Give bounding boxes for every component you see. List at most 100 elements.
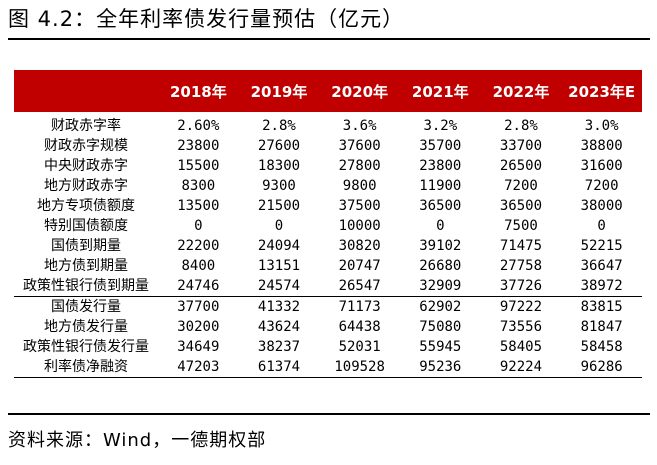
table-cell: 18300	[257, 158, 301, 174]
table-row: 政策性银行债发行量 34649 38237 52031 55945 58405 58458	[14, 337, 642, 357]
table-cell: 41332	[238, 296, 320, 317]
table-cell: 35700	[419, 138, 462, 154]
table-row: 利率债净融资 47203 61374 109528 95236 92224 96286	[14, 357, 642, 378]
table-cell: 2.8%	[262, 118, 296, 134]
table-cell: 109528	[319, 357, 400, 378]
table-cell: 30820	[338, 238, 381, 254]
table-cell: 10000	[338, 218, 381, 234]
table-cell: 83815	[561, 296, 642, 317]
row-label: 中央财政赤字	[44, 158, 128, 174]
table-row: 地方债发行量 30200 43624 64438 75080 73556 81847	[14, 317, 642, 337]
table-cell: 97222	[480, 296, 562, 317]
table-cell: 11900	[419, 178, 462, 194]
table-cell: 38972	[580, 278, 623, 294]
table-row: 国债到期量 22200 24094 30820 39102 71475 52215	[14, 236, 642, 256]
table-row: 财政赤字率 2.60% 2.8% 3.6% 3.2% 2.8% 3.0%	[14, 112, 642, 136]
table-cell: 81847	[580, 319, 623, 335]
table-cell: 64438	[338, 319, 381, 335]
table-cell: 32909	[419, 278, 462, 294]
table-row: 政策性银行债到期量 24746 24574 26547 32909 37726 38972	[14, 276, 642, 297]
table-cell: 23800	[177, 138, 220, 154]
table-cell: 9300	[262, 178, 296, 194]
table-cell: 7500	[504, 218, 538, 234]
table-cell: 55945	[419, 339, 462, 355]
table-cell: 24746	[177, 278, 220, 294]
row-label: 财政赤字率	[51, 118, 121, 134]
table-cell: 52031	[338, 339, 381, 355]
table-cell: 13500	[177, 198, 220, 214]
table-cell: 0	[194, 218, 203, 234]
header-cell: 2019年	[250, 82, 308, 101]
table-cell: 47203	[158, 357, 239, 378]
table-cell: 95236	[399, 357, 481, 378]
table-cell: 37700	[158, 296, 239, 317]
table-cell: 62902	[399, 296, 481, 317]
table-cell: 15500	[177, 158, 220, 174]
row-label: 政策性银行债到期量	[23, 278, 149, 294]
table-row: 国债发行量 37700 41332 71173 62902 97222 83815	[14, 296, 642, 317]
table-cell: 38800	[580, 138, 623, 154]
table-row: 地方专项债额度 13500 21500 37500 36500 36500 38000	[14, 196, 642, 216]
table-cell: 27758	[499, 258, 543, 274]
table-row: 地方财政赤字 8300 9300 9800 11900 7200 7200	[14, 176, 642, 196]
table-cell: 36500	[419, 198, 462, 214]
table-cell: 34649	[177, 339, 220, 355]
table-cell: 37500	[338, 198, 381, 214]
table-cell: 7200	[504, 178, 538, 194]
table-cell: 75080	[419, 319, 462, 335]
table-cell: 37600	[338, 138, 381, 154]
table-cell: 3.6%	[342, 118, 377, 134]
table-row: 特别国债额度 0 0 10000 0 7500 0	[14, 216, 642, 236]
row-label: 地方债发行量	[44, 319, 128, 335]
table-cell: 43624	[257, 319, 301, 335]
table-row: 财政赤字规模 23800 27600 37600 35700 33700 38800	[14, 136, 642, 156]
figure-title: 图 4.2：全年利率债发行量预估（亿元）	[8, 7, 405, 31]
source-note: 资料来源：Wind，一德期权部	[8, 430, 267, 451]
table-cell: 0	[436, 218, 445, 234]
row-label: 地方债到期量	[44, 258, 128, 274]
header-cell: 2022年	[492, 82, 550, 101]
table-cell: 21500	[257, 198, 301, 214]
table-cell: 26500	[499, 158, 543, 174]
table-cell: 0	[597, 218, 606, 234]
table-cell: 0	[274, 218, 284, 234]
table-cell: 96286	[561, 357, 642, 378]
table-row: 中央财政赤字 15500 18300 27800 23800 26500 31600	[14, 156, 642, 176]
header-cell: 2020年	[331, 82, 389, 101]
header-cell: 2023年E	[568, 82, 636, 101]
table-cell: 26680	[419, 258, 462, 274]
row-label: 政策性银行债发行量	[23, 339, 149, 355]
table-header-row: 2018年 2019年 2020年 2021年 2022年 2023年E	[14, 70, 642, 112]
header-cell: 2021年	[411, 82, 469, 101]
table-cell: 3.2%	[423, 118, 458, 134]
table-cell: 37726	[499, 278, 543, 294]
table-cell: 22200	[177, 238, 220, 254]
table-cell: 8400	[181, 258, 216, 274]
table-cell: 71173	[319, 296, 400, 317]
table-cell: 20747	[338, 258, 381, 274]
row-label: 利率债净融资	[14, 357, 158, 378]
header-cell: 2018年	[169, 82, 227, 101]
table-cell: 8300	[181, 178, 216, 194]
bond-issuance-table: 2018年 2019年 2020年 2021年 2022年 2023年E 财政赤…	[14, 70, 642, 378]
table-cell: 24094	[257, 238, 301, 254]
table-cell: 38000	[580, 198, 623, 214]
table-cell: 13151	[257, 258, 301, 274]
table-cell: 33700	[499, 138, 543, 154]
table-cell: 2.60%	[177, 118, 220, 134]
table-cell: 73556	[499, 319, 543, 335]
table-cell: 27800	[338, 158, 381, 174]
table-cell: 36500	[499, 198, 543, 214]
table-cell: 38237	[257, 339, 301, 355]
table-cell: 61374	[238, 357, 320, 378]
table-cell: 30200	[177, 319, 220, 335]
row-label: 特别国债额度	[44, 218, 128, 234]
row-label: 地方专项债额度	[37, 198, 135, 214]
table-row: 地方债到期量 8400 13151 20747 26680 27758 36647	[14, 256, 642, 276]
table-cell: 26547	[338, 278, 381, 294]
row-label: 地方财政赤字	[44, 178, 128, 194]
table-cell: 7200	[584, 178, 619, 194]
table-cell: 52215	[580, 238, 623, 254]
table-cell: 27600	[257, 138, 301, 154]
row-label: 国债发行量	[14, 296, 158, 317]
